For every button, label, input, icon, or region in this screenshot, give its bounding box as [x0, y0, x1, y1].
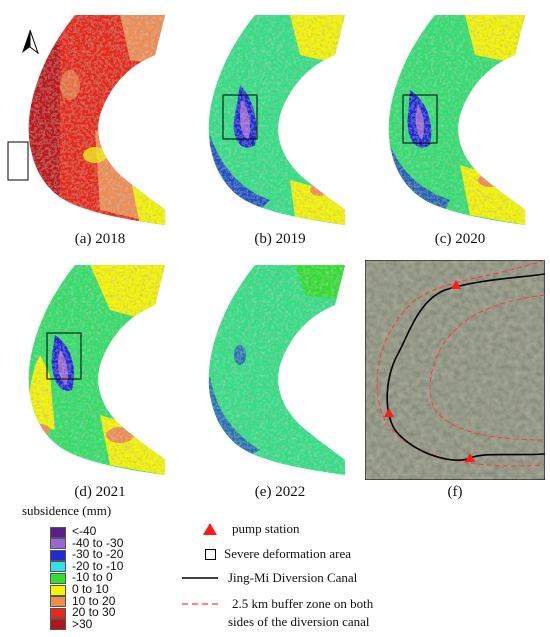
canal-label: Jing-Mi Diversion Canal	[228, 570, 358, 585]
buffer-label-1: 2.5 km buffer zone on both	[232, 596, 374, 611]
legend-label: 10 to 20	[72, 593, 116, 608]
map-panel-2022	[208, 265, 345, 475]
severe-deformation-box	[46, 332, 82, 380]
pump-station-icon	[451, 280, 461, 289]
caption-d: (d) 2021	[74, 484, 126, 500]
legend-label: -10 to 0	[72, 570, 113, 585]
legend-label: -40 to -30	[72, 535, 124, 550]
caption-f: (f)	[447, 484, 463, 500]
legend-label: -30 to -20	[72, 547, 124, 562]
buffer-symbol	[182, 603, 218, 605]
legend-label: 0 to 10	[72, 582, 109, 596]
map-panel-2021	[28, 265, 165, 475]
legend-swatch	[50, 561, 66, 573]
legend-swatch	[50, 538, 66, 550]
legend-swatch	[50, 526, 66, 538]
caption-b: (b) 2019	[254, 231, 306, 247]
severe-area-symbol	[205, 549, 216, 560]
map-panel-2018	[7, 15, 165, 225]
legend-label: 20 to 30	[72, 605, 116, 620]
buffer-label-2: sides of the diversion canal	[228, 614, 370, 629]
map-panel-2020	[388, 15, 525, 225]
legend-label: <-40	[72, 524, 97, 538]
legend-swatch	[50, 549, 66, 561]
pump-station-icon	[203, 523, 217, 535]
north-arrow-icon	[22, 29, 40, 55]
caption-c: (c) 2020	[434, 231, 486, 247]
severe-deformation-box	[222, 94, 258, 140]
legend-title: subsidence (mm)	[22, 503, 112, 518]
legend-swatch	[50, 596, 66, 608]
pump-station-icon	[465, 453, 475, 462]
legend-swatch	[50, 607, 66, 619]
severe-deformation-box	[402, 94, 438, 144]
satellite-panel	[365, 260, 545, 480]
caption-e: (e) 2022	[254, 484, 306, 500]
legend-label: -20 to -10	[72, 558, 124, 573]
pump-station-symbol	[203, 523, 217, 535]
severe-deformation-box	[7, 141, 29, 181]
legend-swatch	[50, 572, 66, 584]
severe-area-label: Severe deformation area	[224, 546, 352, 561]
pump-station-icon	[384, 408, 394, 417]
legend-label: >30	[72, 616, 93, 631]
pump-station-label: pump station	[232, 521, 300, 536]
legend-swatch	[50, 619, 66, 631]
caption-a: (a) 2018	[74, 231, 126, 247]
canal-symbol	[182, 577, 218, 579]
map-panel-2019	[208, 15, 345, 225]
legend-swatch	[50, 584, 66, 596]
buffer-inner	[429, 294, 545, 441]
